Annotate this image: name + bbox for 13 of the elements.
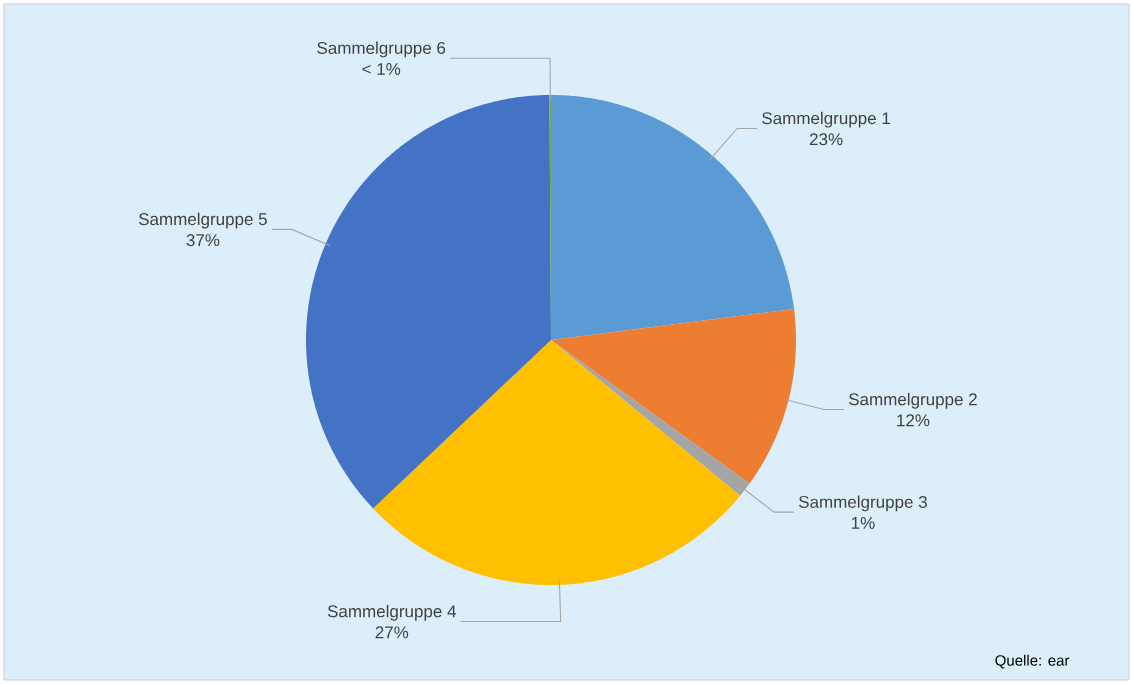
data-label: 1% bbox=[851, 516, 875, 529]
data-label: < 1% bbox=[362, 63, 401, 75]
data-label: 23% bbox=[809, 133, 843, 146]
data-label: 37% bbox=[186, 234, 220, 247]
slice-label: Sammelgruppe 5 bbox=[138, 212, 267, 229]
slice-label: Sammelgruppe 3 bbox=[798, 495, 927, 512]
data-label: 12% bbox=[897, 414, 930, 427]
slice-label: Sammelgruppe 6 bbox=[317, 41, 446, 58]
slice-label: Sammelgruppe 2 bbox=[849, 392, 977, 409]
data-label: 27% bbox=[375, 626, 409, 639]
source-note: Quelle: ear bbox=[995, 654, 1070, 669]
slice-label: Sammelgruppe 1 bbox=[762, 111, 890, 128]
slice-label: Sammelgruppe 4 bbox=[327, 604, 456, 621]
